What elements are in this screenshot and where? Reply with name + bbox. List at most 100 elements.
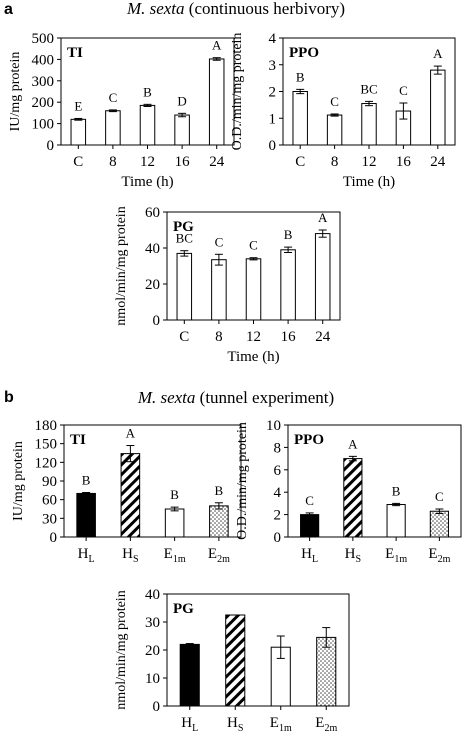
- chart-label: PPO: [294, 432, 324, 448]
- y-tick-label: 30: [145, 615, 160, 631]
- x-tick-label: HL: [301, 546, 318, 565]
- bar: [209, 505, 229, 538]
- y-tick-label: 10: [145, 671, 160, 687]
- bar: [105, 110, 121, 146]
- y-tick-label: 120: [35, 455, 58, 471]
- x-tick-label: E2m: [208, 546, 230, 565]
- significance-letter: D: [177, 93, 186, 108]
- y-axis-label: O.D./min/mg protein: [235, 422, 250, 540]
- significance-letter: C: [399, 83, 408, 98]
- y-tick-label: 60: [42, 493, 57, 509]
- y-axis-label: nmol/min/mg protein: [114, 206, 129, 325]
- bar: [245, 258, 262, 321]
- bar: [361, 103, 377, 146]
- bar: [429, 510, 449, 538]
- significance-letter: C: [330, 94, 339, 109]
- significance-letter: B: [143, 84, 152, 99]
- bar: [430, 69, 446, 146]
- panel-title-a: M. sexta (continuous herbivory): [126, 0, 345, 18]
- bar: [280, 249, 296, 321]
- x-tick-label: 12: [140, 154, 155, 170]
- y-axis-label: nmol/min/mg protein: [114, 590, 129, 709]
- y-tick-label: 500: [32, 31, 55, 47]
- significance-letter: B: [392, 483, 401, 498]
- x-tick-label: HS: [122, 546, 138, 565]
- x-tick-label: 16: [396, 154, 412, 170]
- x-tick-label: E2m: [428, 546, 450, 565]
- significance-letter: C: [109, 90, 118, 105]
- y-tick-label: 40: [145, 587, 160, 603]
- x-tick-label: E1m: [270, 715, 292, 733]
- significance-letter: A: [126, 426, 136, 441]
- y-axis-label: IU/mg protein: [11, 441, 26, 521]
- y-tick-label: 2: [274, 508, 282, 524]
- y-tick-label: 40: [145, 241, 160, 257]
- chart-b-ti: 0 30 60 90 120 150 180 IU/mg protein TI B HL A HS B E1…: [11, 418, 242, 565]
- y-tick-label: 0: [50, 530, 58, 546]
- y-tick-label: 4: [274, 485, 282, 501]
- x-tick-label: E1m: [164, 546, 186, 565]
- y-tick-label: 200: [32, 95, 55, 111]
- panel-title-a-italic: M. sexta: [126, 0, 185, 18]
- x-tick-label: E1m: [385, 546, 407, 565]
- x-tick-label: 24: [209, 154, 225, 170]
- y-tick-label: 150: [35, 437, 58, 453]
- x-tick-label: HS: [227, 715, 243, 733]
- y-tick-label: 1: [269, 111, 277, 127]
- bar: [208, 58, 225, 146]
- bar: [211, 259, 227, 321]
- y-tick-label: 0: [47, 138, 55, 154]
- significance-letter: A: [212, 38, 222, 53]
- x-tick-label: 16: [175, 154, 191, 170]
- x-axis-label: Time (h): [343, 174, 395, 190]
- y-tick-label: 0: [274, 530, 282, 546]
- bar: [179, 643, 200, 707]
- panel-title-b: M. sexta (tunnel experiment): [137, 388, 334, 407]
- x-tick-label: 12: [246, 329, 261, 345]
- panel-letter-a: a: [4, 1, 13, 18]
- significance-letter: B: [170, 487, 179, 502]
- chart-label: PG: [173, 219, 194, 235]
- bar: [326, 114, 343, 146]
- x-tick-label: 12: [362, 154, 377, 170]
- bar: [343, 458, 363, 538]
- y-tick-label: 20: [145, 277, 160, 293]
- x-tick-label: 16: [281, 329, 297, 345]
- chart-label: TI: [70, 432, 86, 448]
- x-tick-label: 24: [430, 154, 446, 170]
- chart-label: TI: [67, 45, 83, 61]
- significance-letter: A: [318, 210, 328, 225]
- significance-letter: C: [249, 238, 258, 253]
- x-tick-label: 24: [315, 329, 331, 345]
- significance-letter: BC: [176, 231, 193, 246]
- x-axis-label: Time (h): [227, 349, 279, 365]
- x-tick-label: 8: [331, 154, 339, 170]
- y-tick-label: 0: [269, 138, 277, 154]
- significance-letter: B: [215, 483, 224, 498]
- bar: [176, 252, 193, 321]
- y-tick-label: 4: [269, 31, 277, 47]
- y-tick-label: 90: [42, 474, 57, 490]
- bar: [70, 118, 87, 146]
- y-tick-label: 3: [269, 58, 277, 74]
- x-tick-label: HL: [181, 715, 198, 733]
- significance-letter: B: [82, 473, 91, 488]
- y-tick-label: 100: [32, 117, 55, 133]
- chart-b-ppo: 0 2 4 6 8 10 O.D./min/mg protein PPO C HL A HS B E1m C…: [235, 418, 462, 565]
- significance-letter: C: [435, 489, 444, 504]
- chart-label: PG: [173, 601, 194, 617]
- significance-letter: B: [296, 69, 305, 84]
- x-tick-label: C: [295, 154, 305, 170]
- plot-frame: [287, 424, 462, 538]
- bar: [386, 504, 406, 538]
- significance-letter: C: [305, 493, 314, 508]
- significance-letter: C: [215, 234, 224, 249]
- significance-letter: A: [433, 46, 443, 61]
- y-axis-label: O.D./min/mg protein: [230, 33, 245, 151]
- y-tick-label: 20: [145, 643, 160, 659]
- y-tick-label: 8: [274, 440, 282, 456]
- panel-title-b-rest: (tunnel experiment): [200, 388, 335, 407]
- bar: [174, 114, 190, 146]
